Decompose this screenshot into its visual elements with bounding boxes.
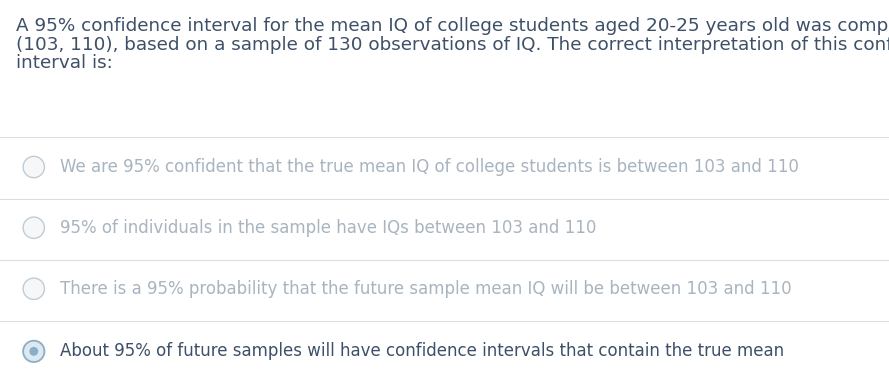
- Ellipse shape: [23, 217, 44, 238]
- Ellipse shape: [29, 347, 38, 356]
- Ellipse shape: [23, 156, 44, 178]
- Text: interval is:: interval is:: [16, 54, 113, 72]
- Text: A 95% confidence interval for the mean IQ of college students aged 20-25 years o: A 95% confidence interval for the mean I…: [16, 17, 889, 35]
- Ellipse shape: [23, 278, 44, 300]
- Text: About 95% of future samples will have confidence intervals that contain the true: About 95% of future samples will have co…: [60, 343, 785, 360]
- Ellipse shape: [23, 341, 44, 362]
- Text: (103, 110), based on a sample of 130 observations of IQ. The correct interpretat: (103, 110), based on a sample of 130 obs…: [16, 36, 889, 54]
- Text: We are 95% confident that the true mean IQ of college students is between 103 an: We are 95% confident that the true mean …: [60, 158, 799, 176]
- Text: 95% of individuals in the sample have IQs between 103 and 110: 95% of individuals in the sample have IQ…: [60, 219, 597, 237]
- Text: There is a 95% probability that the future sample mean IQ will be between 103 an: There is a 95% probability that the futu…: [60, 280, 792, 298]
